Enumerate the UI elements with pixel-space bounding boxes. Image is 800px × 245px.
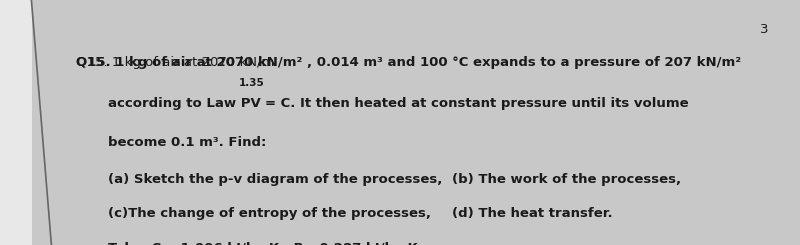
Text: 3: 3 — [760, 23, 768, 36]
Text: become 0.1 m³. Find:: become 0.1 m³. Find: — [108, 136, 266, 149]
Text: according to Law PV: according to Law PV — [108, 97, 261, 110]
Text: (a) Sketch the p-v diagram of the processes,: (a) Sketch the p-v diagram of the proces… — [108, 172, 442, 185]
Text: = C. It then heated at constant pressure until its volume: = C. It then heated at constant pressure… — [265, 97, 689, 110]
Text: (b) The work of the processes,: (b) The work of the processes, — [452, 172, 681, 185]
Text: Take, C: Take, C — [108, 242, 162, 245]
Text: (d) The heat transfer.: (d) The heat transfer. — [452, 207, 613, 220]
Text: = 1.006 kJ/kg K,  R= 0.287 kJ/kg K.: = 1.006 kJ/kg K, R= 0.287 kJ/kg K. — [165, 242, 422, 245]
Text: (c)The change of entropy of the processes,: (c)The change of entropy of the processe… — [108, 207, 431, 220]
Text: 1.35: 1.35 — [238, 78, 264, 88]
Text: Q15. 1 kg of air at 2070 kN/m² , 0.014 m³ and 100 °C expands to a pressure of 20: Q15. 1 kg of air at 2070 kN/m² , 0.014 m… — [76, 56, 741, 69]
Text: Q15. 1 kg of air at 2070 kN/m: Q15. 1 kg of air at 2070 kN/m — [76, 56, 274, 69]
Polygon shape — [0, 0, 32, 245]
